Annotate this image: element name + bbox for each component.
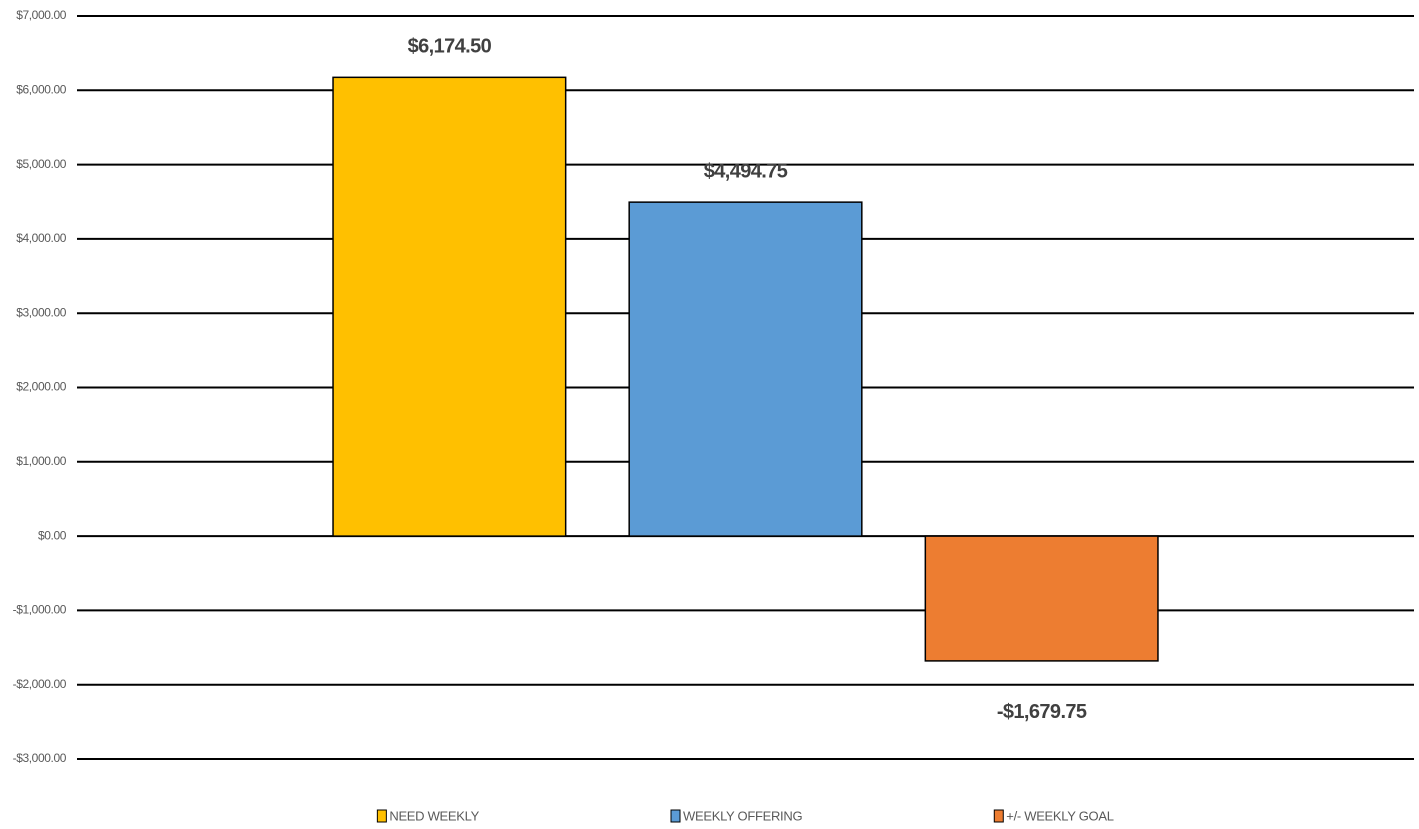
data-label: $6,174.50 xyxy=(408,36,492,58)
y-tick-label: $5,000.00 xyxy=(16,157,67,171)
data-label: $4,494.75 xyxy=(704,160,788,182)
legend-swatch xyxy=(376,809,387,823)
legend-swatch xyxy=(993,809,1004,823)
y-tick-label: -$1,000.00 xyxy=(13,603,67,617)
y-tick-label: $7,000.00 xyxy=(16,8,67,22)
legend-swatch xyxy=(670,809,681,823)
bar xyxy=(628,201,863,537)
bar xyxy=(924,535,1159,662)
y-tick-label: -$3,000.00 xyxy=(13,751,67,765)
y-tick-label: $4,000.00 xyxy=(16,231,67,245)
y-tick-label: $3,000.00 xyxy=(16,305,67,319)
y-tick-label: $1,000.00 xyxy=(16,454,67,468)
legend: NEED WEEKLY WEEKLY OFFERING +/- WEEKLY GOA… xyxy=(376,808,1114,823)
legend-label: +/- WEEKLY GOAL xyxy=(1006,808,1113,823)
data-label: -$1,679.75 xyxy=(997,701,1087,723)
legend-item: WEEKLY OFFERING xyxy=(670,808,803,823)
y-tick-label: $0.00 xyxy=(38,528,67,542)
y-tick-label: -$2,000.00 xyxy=(13,677,67,691)
legend-label: NEED WEEKLY xyxy=(389,808,479,823)
legend-item: NEED WEEKLY xyxy=(376,808,480,823)
y-tick-label: $6,000.00 xyxy=(16,82,67,96)
legend-label: WEEKLY OFFERING xyxy=(683,808,802,823)
y-tick-label: $2,000.00 xyxy=(16,380,67,394)
legend-item: +/- WEEKLY GOAL xyxy=(993,808,1114,823)
bar xyxy=(332,76,567,537)
